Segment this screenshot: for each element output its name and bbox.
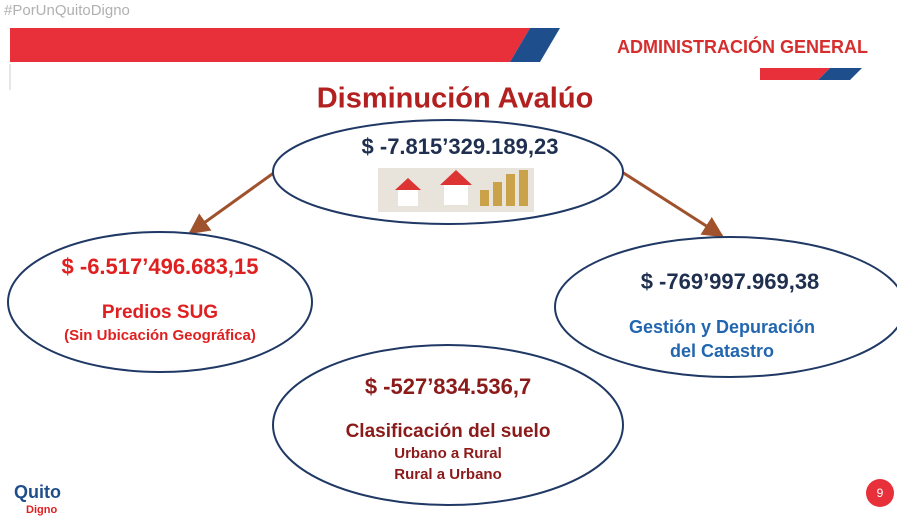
arrow [190,172,275,233]
arrow [622,172,722,236]
label: Gestión y Depuración [629,317,815,337]
hashtag: #PorUnQuitoDigno [4,2,130,19]
label: Predios SUG [102,302,218,323]
amount: $ -6.517’496.683,15 [62,254,259,279]
header-band [10,28,530,62]
label: Clasificación del suelo [346,421,551,442]
title: Disminución Avalúo [317,83,594,115]
item: Urbano a Rural [394,445,502,462]
sublabel: del Catastro [670,341,774,361]
amount: $ -527’834.536,7 [365,374,531,399]
department: ADMINISTRACIÓN GENERAL [617,36,868,57]
sublabel: (Sin Ubicación Geográfica) [64,327,256,344]
amount: $ -769’997.969,38 [641,269,820,294]
logo: Quito [14,482,61,502]
item: Rural a Urbano [394,466,502,483]
houses-image [378,168,534,212]
page: {"header": {"hashtag": "#PorUnQuitoDigno… [0,0,897,518]
page-number: 9 [877,486,884,500]
slide: #PorUnQuitoDigno ADMINISTRACIÓN GENERAL … [0,0,897,518]
amount: $ -7.815’329.189,23 [362,134,559,159]
header-mark [760,68,830,80]
logo: Digno [26,504,57,516]
